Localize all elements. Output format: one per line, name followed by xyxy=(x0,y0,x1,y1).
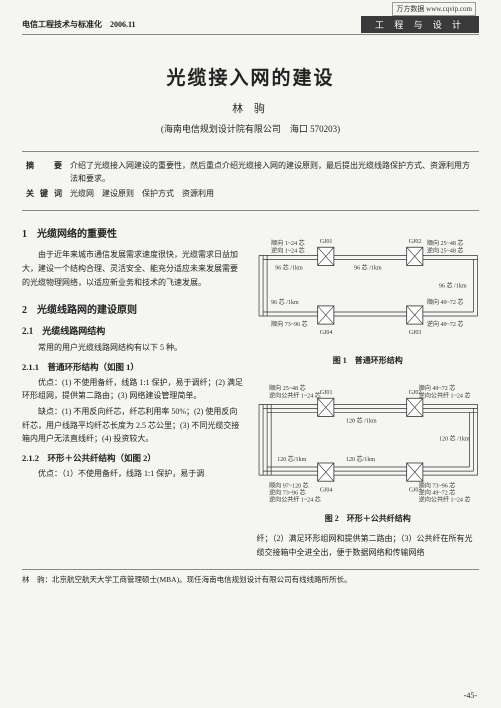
continuation-para: 纤；（2）满足环形组网和提供第二路由；（3）公共纤在所有光缆交接箱中全进全出，便… xyxy=(257,532,480,559)
right-column: GJ01 GJ02 GJ03 GJ04 顺向 1~24 芯 逆向 1~24 芯 … xyxy=(257,225,480,561)
footer-note: 林 驹：北京航空航天大学工商管理硕士(MBA)。现任海南电信规划设计有限公司有线… xyxy=(22,569,479,585)
fig2-mid3: 120 芯/1km xyxy=(277,455,306,463)
fig1-l4a: 96 芯 /1km xyxy=(271,298,299,306)
keywords-text: 光缆网 建设原则 保护方式 资源利用 xyxy=(70,188,475,201)
keywords-label: 关键词 xyxy=(26,188,70,201)
figure-2: GJ01 GJ02 GJ03 GJ04 顺向 25~48 芯 逆向公共纤 1~2… xyxy=(257,374,480,505)
section-2-heading: 2 光缆线路网的建设原则 xyxy=(22,301,245,316)
section-2-1-para: 常用的用户光缆线路网结构有以下 5 种。 xyxy=(22,341,245,355)
fig1-l1b: 逆向 1~24 芯 xyxy=(271,247,305,255)
fig2-b2b: 逆向 49~72 芯 xyxy=(418,488,455,496)
section-2-1-1-p1: 优点：(1) 不使用备纤，线路 1:1 保护，易于调纤；(2) 满足环形组网，提… xyxy=(22,376,245,403)
section-2-1-2-p1: 优点：（1）不使用备纤，线路 1:1 保护，易于调 xyxy=(22,467,245,481)
fig2-mid: 120 芯 /1km xyxy=(346,416,377,424)
fig2-t2b: 逆向公共纤 1~24 芯 xyxy=(418,391,470,399)
journal-name: 电信工程技术与标准化 xyxy=(22,20,102,29)
fig2-b2a: 顺向 73~96 芯 xyxy=(418,481,455,489)
node-gj01-label: GJ01 xyxy=(319,240,332,246)
node2-gj04: GJ04 xyxy=(317,463,333,493)
figure-2-caption: 图 2 环形＋公共纤结构 xyxy=(257,513,480,524)
fig1-l4b: 顺向 73~96 芯 xyxy=(271,321,308,329)
abstract-label: 摘 要 xyxy=(26,160,70,186)
fig2-mid2: 120 芯 /1km xyxy=(439,434,470,442)
node2-gj04-label: GJ04 xyxy=(319,487,332,493)
section-2-1-1-heading: 2.1.1 普通环形结构（如图 1） xyxy=(22,361,245,373)
node-gj01: GJ01 xyxy=(317,240,333,266)
fig1-l2c: 96 芯 /1km xyxy=(354,264,382,272)
node2-gj01-label: GJ01 xyxy=(319,390,332,396)
fig2-t2a: 顺向 49~72 芯 xyxy=(418,384,455,392)
figure-1-caption: 图 1 普通环形结构 xyxy=(257,355,480,366)
fig1-l1a: 顺向 1~24 芯 xyxy=(271,240,305,248)
fig2-t1b: 逆向公共纤 1~24 芯 xyxy=(269,391,321,399)
fig1-l3c: 96 芯 /1km xyxy=(439,282,467,290)
journal-issue: 电信工程技术与标准化 2006.11 xyxy=(22,19,136,30)
fig1-l2b: 逆向 25~48 芯 xyxy=(426,247,463,255)
abstract-text: 介绍了光缆接入网建设的重要性，然后重点介绍光缆接入网的建设原则，最后提出光缆线路… xyxy=(70,160,475,186)
fig2-b1a: 顺向 97~120 芯 xyxy=(269,481,309,489)
section-badge: 工 程 与 设 计 xyxy=(361,16,479,33)
node-gj03-label: GJ03 xyxy=(408,331,421,337)
body: 1 光缆网络的重要性 由于近年来城市通信发展需求速度很快，光缆需求日益加大，建设… xyxy=(22,225,479,561)
author: 林 驹 xyxy=(22,100,479,116)
paper-title: 光缆接入网的建设 xyxy=(22,63,479,90)
fig2-b1b: 逆向 73~96 芯 xyxy=(269,488,306,496)
node-gj04-label: GJ04 xyxy=(319,331,332,337)
section-2-1-heading: 2.1 光缆线路网结构 xyxy=(22,324,245,337)
fig1-l1c: 96 芯 /1km xyxy=(275,264,303,272)
section-2-1-1-p2: 缺点：(1) 不用反向纤芯，纤芯利用率 50%；(2) 使用反向纤芯，用户线路平… xyxy=(22,405,245,446)
affiliation: (海南电信规划设计院有限公司 海口 570203) xyxy=(22,122,479,135)
page-header: 电信工程技术与标准化 2006.11 工 程 与 设 计 xyxy=(22,16,479,35)
fig2-b2c: 逆向公共纤 1~24 芯 xyxy=(418,495,470,503)
abstract-block: 摘 要 介绍了光缆接入网建设的重要性，然后重点介绍光缆接入网的建设原则，最后提出… xyxy=(22,151,479,211)
fig2-b1c: 逆向公共纤 1~24 芯 xyxy=(269,495,321,503)
fig2-mid4: 120 芯/1km xyxy=(346,455,375,463)
page-number: -45- xyxy=(464,691,477,700)
section-1-heading: 1 光缆网络的重要性 xyxy=(22,225,245,240)
figure-1: GJ01 GJ02 GJ03 GJ04 顺向 1~24 芯 逆向 1~24 芯 … xyxy=(257,225,480,346)
fig1-l3b: 逆向 49~72 芯 xyxy=(426,321,463,329)
fig2-t1a: 顺向 25~48 芯 xyxy=(269,384,306,392)
issue: 2006.11 xyxy=(110,20,136,29)
section-1-para: 由于近年来城市通信发展需求速度很快，光缆需求日益加大，建设一个结构合理、灵活安全… xyxy=(22,248,245,289)
node-gj03: GJ03 xyxy=(406,306,422,336)
top-url: 万方数据 www.cqvip.com xyxy=(392,2,476,16)
left-column: 1 光缆网络的重要性 由于近年来城市通信发展需求速度很快，光缆需求日益加大，建设… xyxy=(22,225,245,561)
fig1-l2a: 顺向 25~48 芯 xyxy=(426,240,463,248)
section-2-1-2-heading: 2.1.2 环形＋公共纤结构（如图 2） xyxy=(22,452,245,464)
node-gj02: GJ02 xyxy=(406,240,422,266)
fig1-l3a: 顺向 49~72 芯 xyxy=(426,298,463,306)
node-gj02-label: GJ02 xyxy=(408,240,421,246)
node-gj04: GJ04 xyxy=(317,306,333,336)
